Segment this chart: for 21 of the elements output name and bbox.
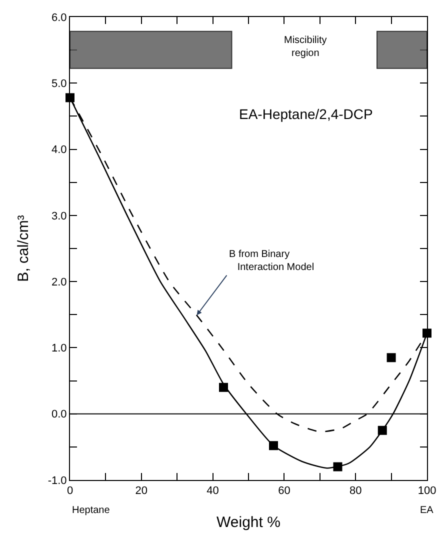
y-tick-label: 2.0 [52,276,67,288]
x-tick-label: 40 [206,485,219,498]
x-tick-label: 0 [66,485,74,498]
x-tick-label: 80 [349,485,362,498]
y-tick-label: 1.0 [52,342,67,355]
annotation: B from Binary Interaction Model [229,249,314,273]
annotation: Miscibility region [284,35,327,59]
y-tick-label: -1.0 [48,474,67,487]
y-tick-label: 3.0 [52,210,67,222]
x-tick-label: 100 [418,485,436,498]
annotation: EA-Heptane/2,4-DCP [239,106,373,122]
y-tick-label: 4.0 [52,144,67,156]
y-tick-label: 0.0 [52,408,67,421]
text: Heptane [72,505,110,516]
x-axis-title: Weight % [216,514,280,532]
y-axis-title: B, cal/cm³ [15,215,32,282]
y-tick-label: 5.0 [52,78,67,90]
y-tick-label: 6.0 [52,12,67,24]
x-tick-label: 60 [278,485,290,498]
text: EA [420,505,434,516]
x-tick-label: 20 [135,485,148,498]
